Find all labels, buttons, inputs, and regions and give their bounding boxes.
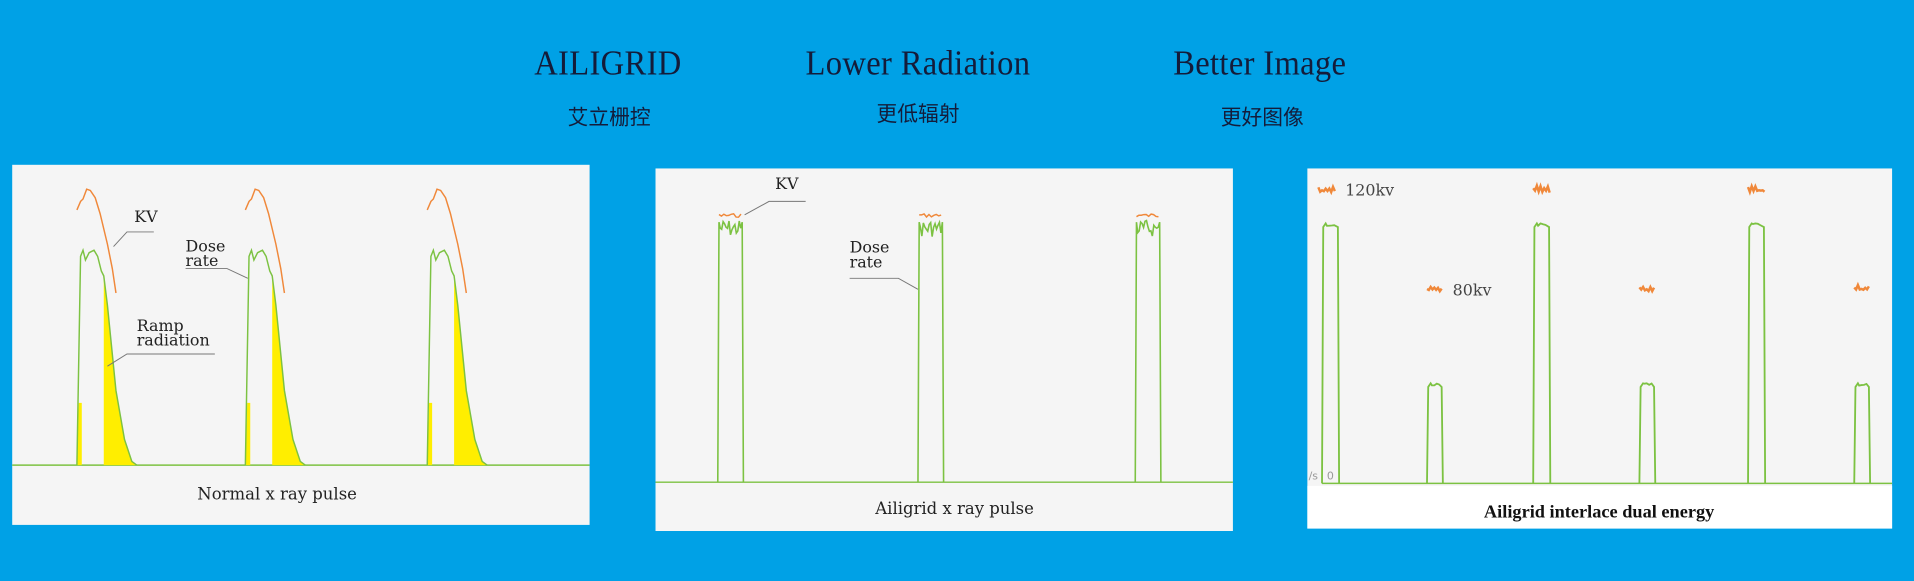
title-lower-radiation: Lower Radiation bbox=[805, 43, 1031, 84]
label-ramp-radiation: Ramp radiation bbox=[136, 317, 210, 351]
kv-leader-normal bbox=[113, 231, 154, 247]
title-ailigrid: AILIGRID bbox=[534, 43, 682, 84]
ramp-fill-right-0 bbox=[103, 275, 136, 466]
pulse-120kv-0 bbox=[1321, 221, 1341, 484]
ramp-fill-right-2 bbox=[454, 275, 486, 466]
ramp-leader bbox=[107, 353, 215, 367]
dual-energy-caption-area bbox=[1307, 485, 1893, 529]
pulse-120kv-1 bbox=[1532, 221, 1552, 484]
dose-rate-pulse-1 bbox=[917, 219, 945, 483]
kv-mark-80-1 bbox=[1638, 284, 1656, 294]
ramp-fill-left-0 bbox=[76, 402, 82, 466]
pulse-80kv-1 bbox=[1638, 382, 1657, 484]
subtitle-better-image-cn: 更好图像 bbox=[1220, 106, 1304, 131]
label-kv-ailigrid: KV bbox=[775, 175, 799, 195]
kv-mark-120-1 bbox=[1532, 181, 1551, 196]
dose-rate-pulse-1 bbox=[244, 247, 306, 466]
ramp-fill-left-1 bbox=[245, 402, 251, 466]
kv-curve-0 bbox=[76, 188, 117, 294]
kv-mark-80-2 bbox=[1853, 281, 1870, 292]
kv-curve-0 bbox=[718, 213, 742, 218]
y-tick-zero: 0 bbox=[1326, 471, 1334, 484]
kv-leader-ailigrid bbox=[744, 200, 806, 216]
kv-curve-2 bbox=[426, 188, 468, 294]
label-dose-rate-normal: Dose rate bbox=[185, 238, 226, 271]
subtitle-lower-radiation-cn: 更低辐射 bbox=[876, 102, 960, 127]
caption-ailigrid: Ailigrid x ray pulse bbox=[875, 499, 1034, 519]
dose-rate-pulse-2 bbox=[426, 247, 488, 466]
chart-dual-energy bbox=[1307, 168, 1893, 529]
subtitle-ailigrid-cn: 艾立栅控 bbox=[567, 106, 651, 131]
label-80kv: 80kv bbox=[1452, 281, 1492, 301]
y-axis-fragment: /s bbox=[1308, 471, 1319, 484]
caption-dual-energy: Ailigrid interlace dual energy bbox=[1483, 502, 1715, 523]
label-dose-rate-ailigrid: Dose rate bbox=[849, 239, 890, 273]
ramp-fill-left-2 bbox=[427, 402, 433, 466]
kv-curve-1 bbox=[919, 213, 942, 219]
ramp-fill-right-1 bbox=[272, 275, 304, 466]
caption-normal: Normal x ray pulse bbox=[197, 484, 357, 505]
pulse-80kv-0 bbox=[1426, 381, 1444, 484]
kv-mark-120-0 bbox=[1317, 183, 1336, 196]
kv-mark-80-0 bbox=[1426, 284, 1443, 294]
dose-rate-pulse-2 bbox=[1134, 219, 1162, 483]
kv-curve-2 bbox=[1136, 213, 1159, 218]
dose-leader-ailigrid bbox=[849, 277, 919, 290]
pulse-80kv-2 bbox=[1853, 381, 1872, 484]
label-120kv: 120kv bbox=[1345, 181, 1395, 201]
kv-curve-1 bbox=[244, 188, 286, 294]
kv-mark-120-2 bbox=[1746, 182, 1766, 196]
dose-rate-pulse-0 bbox=[716, 219, 745, 483]
dose-rate-pulse-0 bbox=[76, 247, 138, 466]
pulse-120kv-2 bbox=[1747, 222, 1767, 484]
label-kv-normal: KV bbox=[134, 208, 158, 228]
title-better-image: Better Image bbox=[1173, 43, 1347, 84]
dose-leader-normal bbox=[185, 268, 249, 279]
